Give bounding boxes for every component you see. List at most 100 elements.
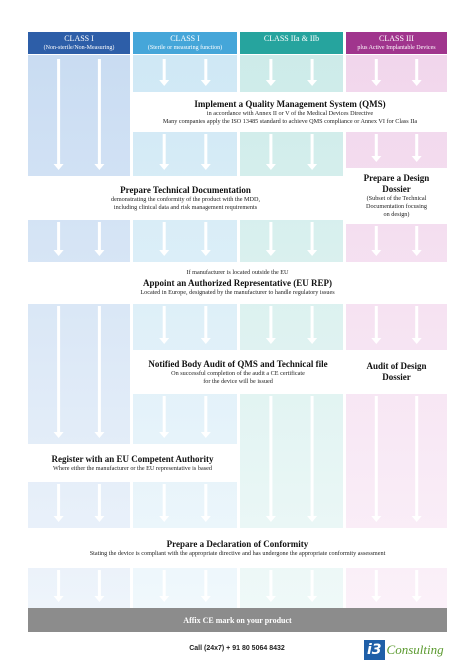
arrow-head (53, 432, 64, 438)
step-text: (Subset of the Technical (366, 195, 427, 202)
arrow-head (265, 596, 276, 602)
step-title: Notified Body Audit of QMS and Technical… (148, 358, 328, 369)
header-class: CLASS I (170, 34, 200, 43)
column-header: CLASS III plus Active Implantable Devices (346, 32, 447, 54)
step-title: Implement a Quality Management System (Q… (194, 98, 386, 109)
arrow-head (265, 516, 276, 522)
step-text: Documentation focusing (365, 203, 427, 210)
final-step-bar: Affix CE mark on your product (28, 608, 447, 632)
arrow-head (94, 516, 105, 522)
step-text: including clinical data and risk managem… (113, 203, 258, 211)
arrow-head (200, 432, 211, 438)
step-box: Notified Body Audit of QMS and Technical… (133, 350, 343, 394)
step-text: in accordance with Annex II or V of the … (206, 109, 374, 117)
step-box: Audit of Design Dossier (346, 350, 447, 394)
phone: Call (24x7) + 91 80 5064 8432 (189, 645, 285, 652)
arrow-head (53, 516, 64, 522)
arrow-head (159, 432, 170, 438)
step-title: Prepare a Design Dossier (363, 173, 430, 194)
arrow-head (265, 164, 276, 170)
header-class: CLASS I (64, 34, 94, 43)
arrow-head (371, 516, 382, 522)
arrow-head (307, 80, 318, 86)
arrow-head (200, 164, 211, 170)
step-box: Prepare a Design Dossier (Subset of the T… (346, 168, 447, 224)
step-box: Prepare Technical Documentation demonstra… (28, 176, 343, 220)
step-text: for the device will be issued (203, 377, 273, 385)
arrow-head (371, 596, 382, 602)
arrow-head (200, 250, 211, 256)
arrow-head (371, 338, 382, 344)
header-subtitle: plus Active Implantable Devices (357, 45, 436, 51)
header-class: CLASS IIa & IIb (263, 34, 320, 43)
arrow-head (307, 338, 318, 344)
arrow-head (94, 596, 105, 602)
step-text: Many companies apply the ISO 13485 stand… (162, 117, 418, 125)
arrow-head (94, 250, 105, 256)
arrow-head (200, 338, 211, 344)
step-text: demonstrating the conformity of the prod… (111, 195, 260, 203)
arrow-head (411, 250, 422, 256)
arrow-head (159, 596, 170, 602)
step-title: Register with an EU Competent Authority (51, 453, 214, 464)
header-subtitle: (Non-sterile/Non-Measuring) (43, 45, 115, 51)
step-box: Implement a Quality Management System (Q… (133, 92, 447, 132)
arrow-head (159, 516, 170, 522)
column-header: CLASS I (Sterile or measuring function) (133, 32, 237, 54)
step-note: If manufacturer is located outside the E… (186, 269, 289, 276)
step-box: Prepare a Declaration of Conformity Stati… (28, 528, 447, 568)
arrow-head (200, 596, 211, 602)
arrow-head (307, 596, 318, 602)
logo-name: Consulting (386, 642, 444, 657)
step-title: Prepare a Declaration of Conformity (166, 538, 309, 549)
arrow-head (371, 156, 382, 162)
arrow-head (159, 80, 170, 86)
arrow-head (53, 596, 64, 602)
arrow-head (411, 516, 422, 522)
header-subtitle: (Sterile or measuring function) (147, 45, 223, 51)
arrow-head (200, 80, 211, 86)
arrow-head (411, 596, 422, 602)
step-title: Appoint an Authorized Representative (EU… (142, 278, 333, 288)
logo: i3 Consulting (364, 636, 448, 664)
step-text: Located in Europe, designated by the man… (140, 289, 335, 296)
arrow-head (307, 164, 318, 170)
arrow-head (94, 164, 105, 170)
arrow-head (265, 80, 276, 86)
step-box: Register with an EU Competent Authority W… (28, 444, 237, 482)
column-band (240, 55, 343, 608)
arrow-head (53, 250, 64, 256)
arrow-head (371, 250, 382, 256)
step-text: On successful completion of the audit a … (171, 369, 305, 377)
step-box: If manufacturer is located outside the E… (28, 262, 447, 304)
arrow-head (371, 80, 382, 86)
step-text: on design) (383, 211, 410, 218)
column-band (346, 55, 447, 608)
step-title: Prepare Technical Documentation (120, 184, 251, 195)
arrow-head (307, 516, 318, 522)
arrow-head (411, 338, 422, 344)
arrow-head (53, 164, 64, 170)
arrow-head (159, 164, 170, 170)
arrow-head (94, 432, 105, 438)
step-text: Stating the device is compliant with the… (89, 549, 386, 557)
arrow-head (411, 80, 422, 86)
arrow-head (265, 338, 276, 344)
step-title: Audit of Design Dossier (366, 361, 427, 382)
arrow-head (307, 250, 318, 256)
final-step-text: Affix CE mark on your product (183, 615, 292, 625)
arrow-head (159, 338, 170, 344)
arrow-head (265, 250, 276, 256)
header-class: CLASS III (379, 34, 414, 43)
step-text: Where either the manufacturer or the EU … (53, 464, 212, 472)
column-band (133, 55, 237, 608)
column-header: CLASS I (Non-sterile/Non-Measuring) (28, 32, 130, 54)
logo-mark: i3 (364, 640, 385, 660)
arrow-head (200, 516, 211, 522)
arrow-head (159, 250, 170, 256)
arrow-head (411, 156, 422, 162)
column-band (28, 55, 130, 608)
column-header: CLASS IIa & IIb (240, 32, 343, 54)
